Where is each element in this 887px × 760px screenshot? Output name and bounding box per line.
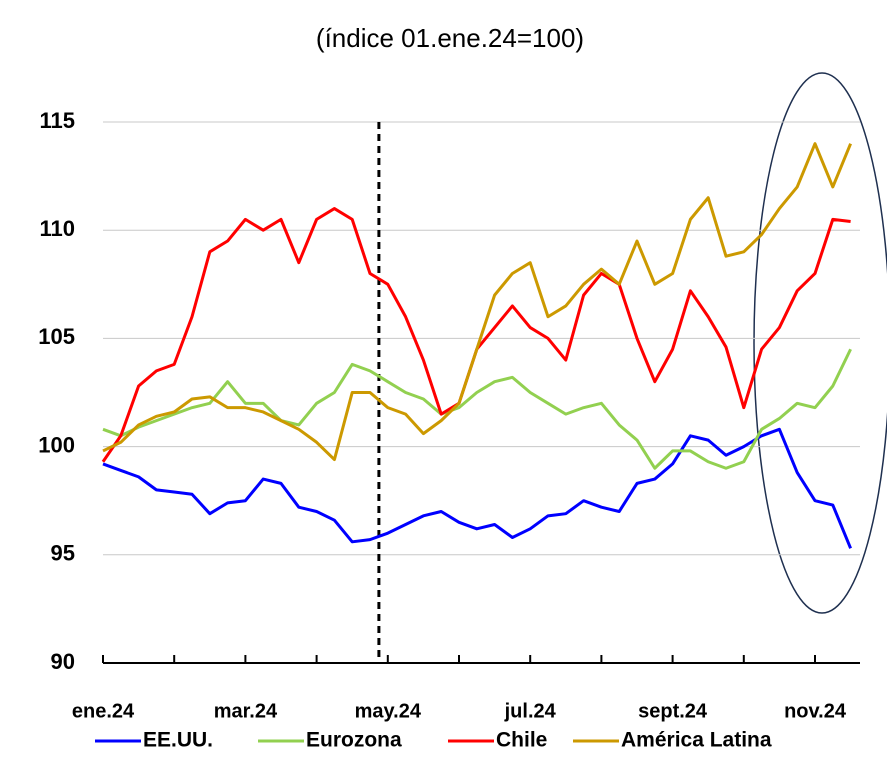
- highlight-ellipse: [753, 72, 887, 614]
- x-tick-label: nov.24: [784, 700, 847, 722]
- y-tick-label: 115: [40, 108, 76, 133]
- y-tick-label: 95: [51, 541, 75, 566]
- y-tick-label: 100: [38, 432, 75, 457]
- x-tick-label: may.24: [355, 700, 422, 722]
- x-tick-label: ene.24: [72, 700, 135, 722]
- legend-label: Chile: [496, 729, 547, 752]
- series-line: [101, 207, 851, 463]
- x-tick-label: sept.24: [638, 700, 708, 722]
- series-line: [102, 348, 852, 470]
- legend-label: EE.UU.: [143, 729, 213, 752]
- y-tick-label: 105: [38, 324, 75, 349]
- series-line: [102, 142, 852, 462]
- legend-label: América Latina: [621, 729, 772, 752]
- legend-label: Eurozona: [306, 729, 402, 752]
- y-tick-label: 90: [51, 649, 75, 674]
- y-tick-label: 110: [40, 216, 76, 241]
- x-tick-label: mar.24: [214, 700, 278, 722]
- x-tick-label: jul.24: [504, 700, 557, 722]
- series-line: [102, 427, 852, 549]
- chart-title: (índice 01.ene.24=100): [316, 23, 584, 53]
